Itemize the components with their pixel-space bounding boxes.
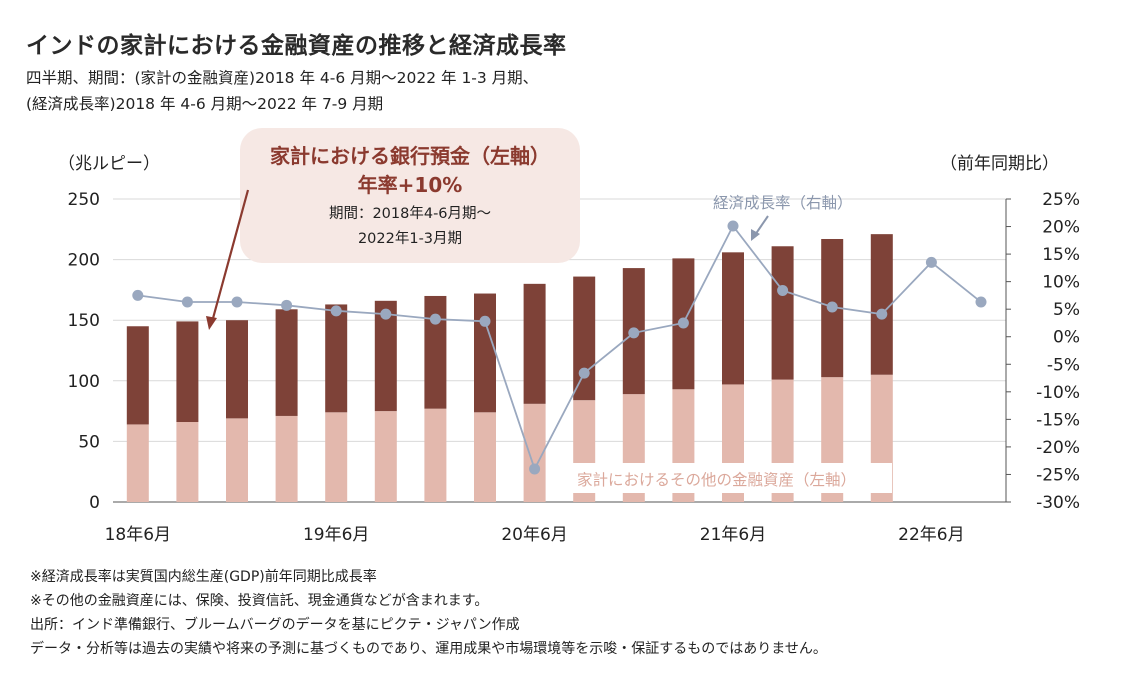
- bar-bank-deposits: [474, 293, 496, 413]
- right-tick-label: -10%: [1036, 383, 1080, 403]
- growth-point: [132, 289, 144, 301]
- growth-point: [727, 220, 739, 232]
- callout-arrow: [210, 189, 250, 323]
- left-tick-label: 50: [78, 432, 100, 452]
- bar-other-assets: [176, 422, 199, 502]
- callout-title: 家計における銀行預金（左軸）: [270, 144, 550, 168]
- growth-point: [231, 296, 243, 308]
- left-tick-label: 0: [89, 493, 100, 513]
- x-tick-label: 20年6月: [501, 525, 567, 545]
- growth-point: [380, 308, 392, 320]
- callout-box: [240, 128, 580, 263]
- left-tick-label: 200: [68, 251, 100, 271]
- right-tick-label: -20%: [1036, 438, 1080, 458]
- chart-subtitle-line2: (経済成長率)2018 年 4-6 月期～2022 年 7-9 月期: [26, 95, 384, 113]
- bar-bank-deposits: [722, 252, 744, 385]
- right-axis-unit: （前年同期比）: [940, 154, 1059, 174]
- axis-ticks: 0 50 100 150 200 250 25% 20% 15% 10% 5% 0% -5% -10% -1…: [68, 190, 1080, 545]
- bar-other-assets: [126, 424, 149, 502]
- callout-period2: 2022年1-3月期: [358, 230, 462, 247]
- right-tick-label: -25%: [1036, 465, 1080, 485]
- bar-other-assets: [523, 403, 546, 502]
- chart-title: インドの家計における金融資産の推移と経済成長率: [26, 33, 567, 59]
- bar-bank-deposits: [523, 283, 546, 404]
- bar-bank-deposits: [126, 326, 149, 425]
- chart-area: 0 50 100 150 200 250 25% 20% 15% 10% 5% 0% -5% -10% -1…: [58, 128, 1080, 545]
- growth-polyline: [137, 224, 982, 472]
- callout-rate: 年率+10%: [358, 173, 463, 197]
- bar-bank-deposits: [325, 304, 348, 413]
- growth-point: [777, 284, 789, 296]
- note-3: 出所：インド準備銀行、ブルームバーグのデータを基にピクテ・ジャパン作成: [30, 617, 520, 633]
- x-tick-label: 22年6月: [898, 525, 964, 545]
- bar-other-assets: [226, 418, 248, 502]
- bar-other-assets: [424, 408, 447, 502]
- note-1: ※経済成長率は実質国内総生産(GDP)前年同期比成長率: [30, 569, 377, 585]
- growth-point: [181, 296, 193, 308]
- growth-point: [876, 308, 888, 320]
- note-2: ※その他の金融資産には、保険、投資信託、現金通貨などが含まれます。: [30, 593, 489, 609]
- bar-bank-deposits: [771, 246, 794, 380]
- growth-line: [132, 220, 987, 475]
- note-4: データ・分析等は過去の実績や将来の予測に基づくものであり、運用成果や市場環境等を…: [30, 641, 827, 657]
- left-axis-unit: （兆ルピー）: [58, 154, 160, 174]
- bar-bank-deposits: [226, 320, 248, 419]
- growth-point: [677, 317, 689, 329]
- growth-point: [628, 327, 640, 339]
- right-tick-label: -30%: [1036, 493, 1080, 513]
- right-tick-label: 25%: [1042, 190, 1080, 210]
- right-tick-label: 15%: [1042, 245, 1080, 265]
- bar-other-assets: [275, 415, 298, 502]
- right-tick-label: 20%: [1042, 218, 1080, 238]
- growth-label-arrow-head: [751, 229, 760, 241]
- bar-bank-deposits: [424, 295, 447, 409]
- right-tick-label: 10%: [1042, 273, 1080, 293]
- right-tick-label: 0%: [1053, 328, 1080, 348]
- left-tick-label: 100: [68, 372, 100, 392]
- bar-bank-deposits: [870, 234, 893, 375]
- right-tick-label: 5%: [1053, 300, 1080, 320]
- growth-point: [826, 301, 838, 313]
- callout-arrow-head: [206, 316, 217, 330]
- other-label-bg: [570, 463, 892, 493]
- bars: [126, 234, 893, 502]
- growth-point: [330, 305, 342, 317]
- bar-other-assets: [325, 412, 348, 502]
- growth-point: [975, 296, 987, 308]
- growth-point: [925, 256, 937, 268]
- left-tick-label: 150: [68, 311, 100, 331]
- growth-point: [479, 315, 491, 327]
- left-tick-label: 250: [68, 190, 100, 210]
- right-tick-label: -5%: [1047, 355, 1080, 375]
- callout: 家計における銀行預金（左軸） 年率+10% 期間：2018年4-6月期～ 202…: [206, 128, 580, 330]
- growth-label: 経済成長率（右軸）: [713, 194, 853, 212]
- bar-bank-deposits: [176, 321, 199, 423]
- growth-label-group: 経済成長率（右軸）: [713, 194, 853, 241]
- growth-point: [578, 367, 590, 379]
- growth-label-arrow: [754, 215, 769, 236]
- bar-bank-deposits: [573, 276, 596, 401]
- growth-point: [529, 463, 541, 475]
- x-tick-label: 21年6月: [700, 525, 766, 545]
- callout-period1: 期間：2018年4-6月期～: [329, 205, 491, 222]
- other-assets-label: 家計におけるその他の金融資産（左軸）: [577, 471, 856, 489]
- x-tick-label: 19年6月: [303, 525, 369, 545]
- bar-bank-deposits: [275, 309, 298, 416]
- right-tick-label: -15%: [1036, 410, 1080, 430]
- footnotes: ※経済成長率は実質国内総生産(GDP)前年同期比成長率 ※その他の金融資産には、…: [30, 565, 827, 661]
- bar-other-assets: [474, 412, 496, 502]
- growth-point: [281, 299, 293, 311]
- chart-subtitle-line1: 四半期、期間：(家計の金融資産)2018 年 4-6 月期～2022 年 1-3…: [26, 69, 539, 87]
- growth-point: [429, 313, 441, 325]
- x-tick-label: 18年6月: [105, 525, 171, 545]
- bar-bank-deposits: [374, 300, 397, 412]
- bar-other-assets: [374, 411, 397, 502]
